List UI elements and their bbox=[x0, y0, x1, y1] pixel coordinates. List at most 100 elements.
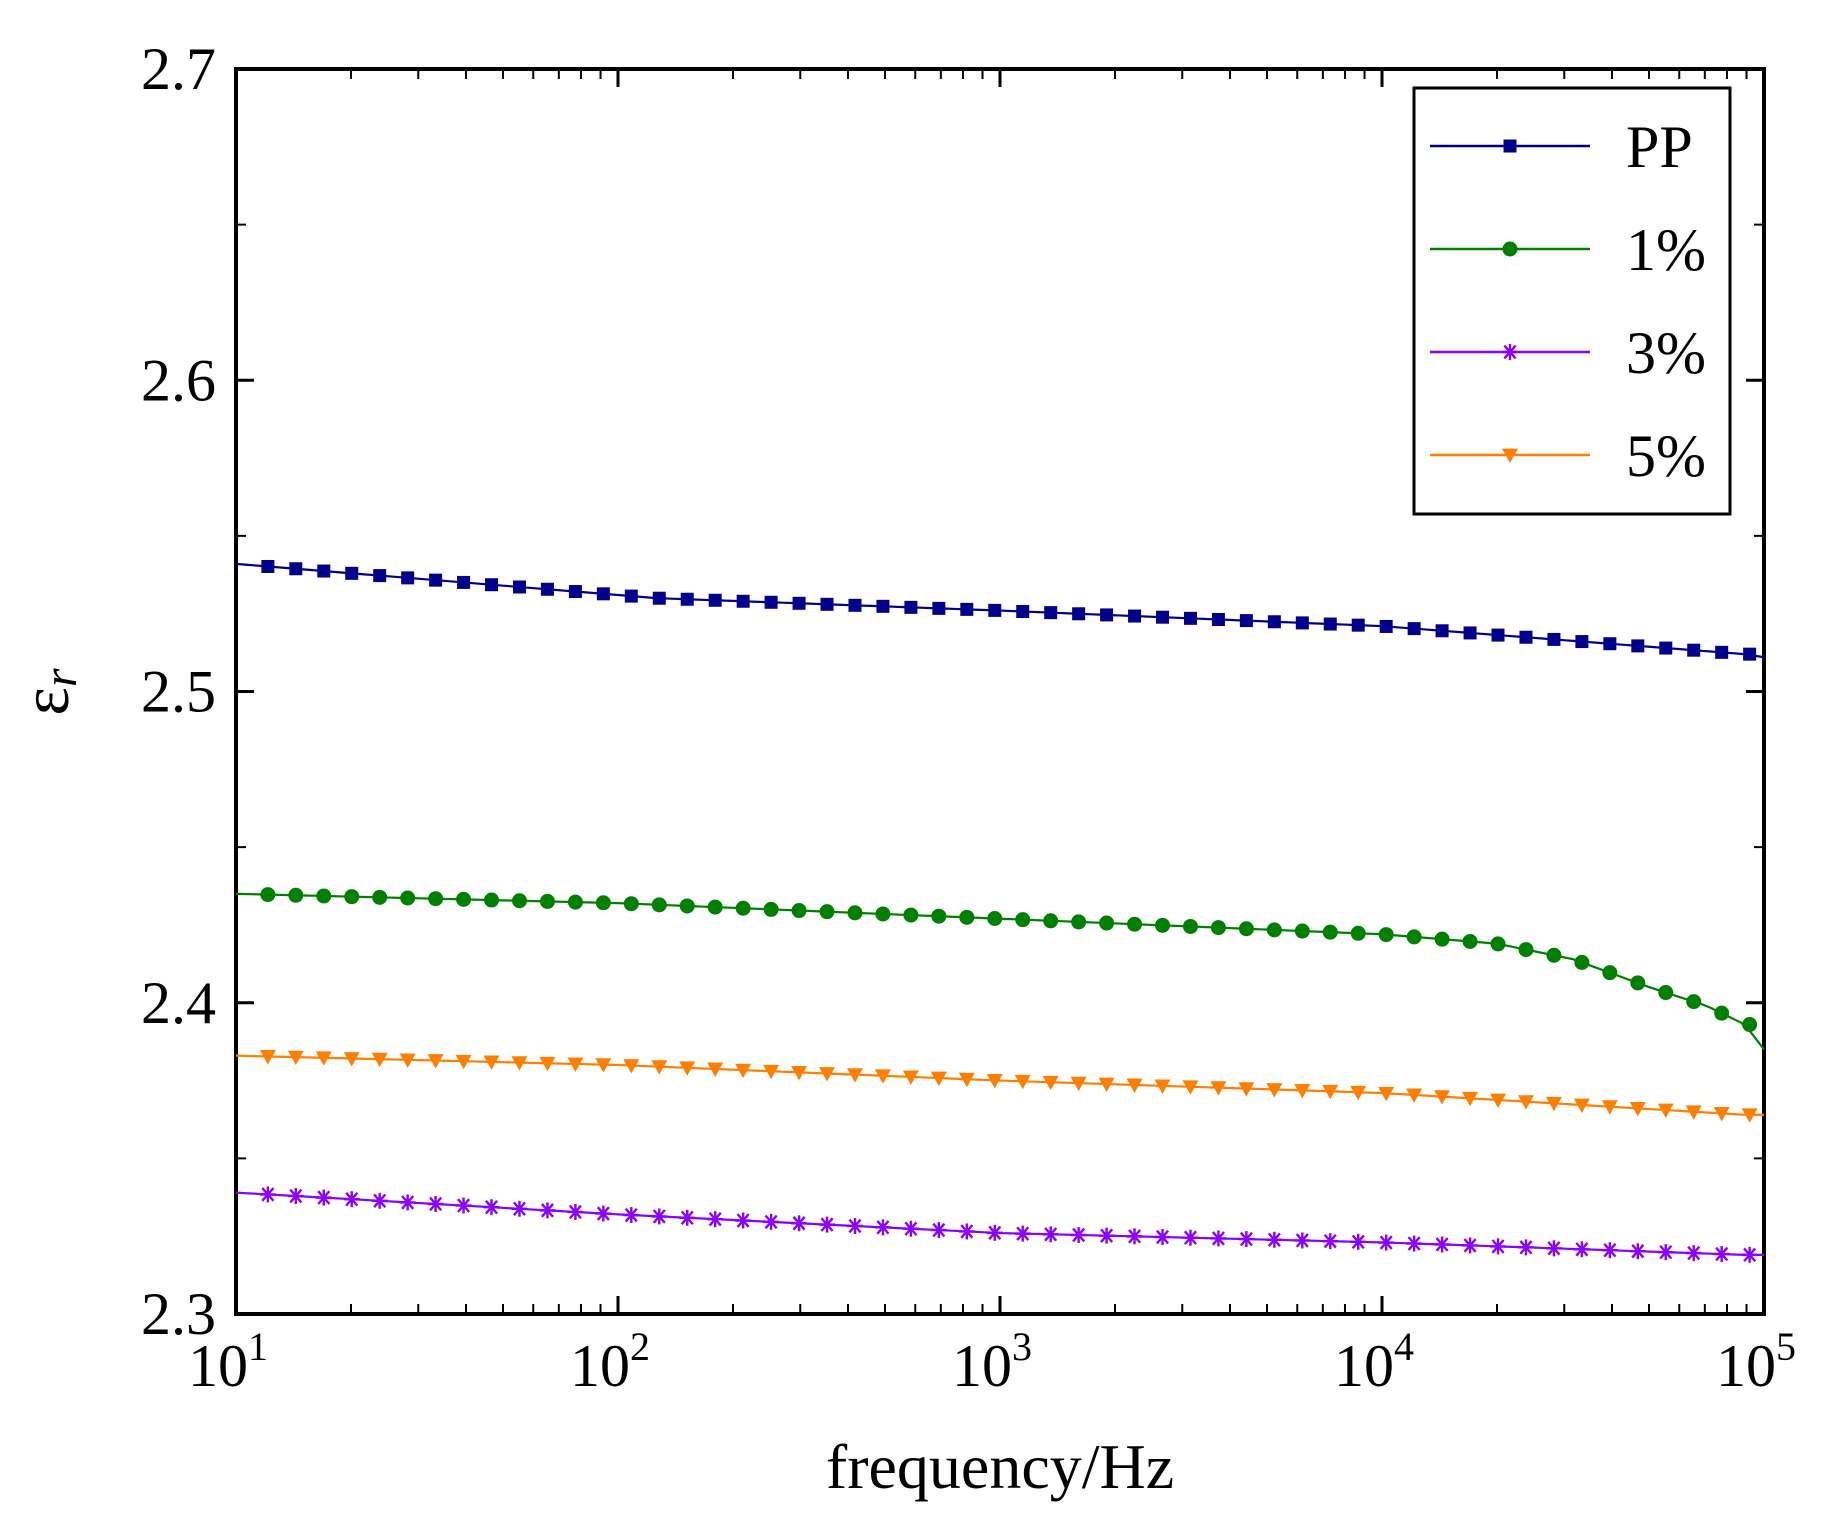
data-point-1pct bbox=[651, 897, 667, 913]
data-point-3pct bbox=[623, 1207, 640, 1224]
data-point-1pct bbox=[1238, 921, 1254, 937]
data-point-3pct bbox=[679, 1209, 696, 1226]
data-point-3pct bbox=[763, 1213, 780, 1230]
data-point-3pct bbox=[1294, 1232, 1311, 1249]
data-point-3pct bbox=[1741, 1246, 1758, 1263]
data-point-3pct bbox=[539, 1202, 556, 1219]
data-point-1pct bbox=[1742, 1017, 1758, 1033]
x-tick-label: 103 bbox=[952, 1324, 1032, 1399]
data-point-pp bbox=[1519, 630, 1533, 644]
data-point-pp bbox=[596, 587, 610, 601]
data-point-5pct bbox=[902, 1070, 919, 1085]
data-point-3pct bbox=[1434, 1236, 1451, 1253]
data-point-5pct bbox=[707, 1062, 724, 1077]
data-point-3pct bbox=[399, 1194, 416, 1211]
y-tick-label: 2.5 bbox=[141, 659, 216, 725]
data-point-5pct bbox=[930, 1071, 947, 1087]
data-point-3pct bbox=[1042, 1226, 1059, 1243]
data-point-5pct bbox=[1490, 1093, 1507, 1108]
data-point-pp bbox=[1659, 641, 1673, 655]
data-point-1pct bbox=[1043, 913, 1059, 929]
data-point-pp bbox=[1183, 611, 1197, 625]
data-point-pp bbox=[1575, 635, 1589, 649]
data-point-5pct bbox=[1070, 1076, 1087, 1092]
data-point-3pct bbox=[1126, 1228, 1143, 1245]
data-point-1pct bbox=[567, 894, 583, 910]
data-point-3pct bbox=[846, 1217, 863, 1234]
legend-entries: PP 1% 3% 5% bbox=[1430, 114, 1706, 489]
legend-label: 1% bbox=[1626, 217, 1706, 283]
data-point-3pct bbox=[511, 1200, 528, 1217]
data-point-pp bbox=[876, 599, 890, 613]
data-point-1pct bbox=[819, 904, 835, 920]
data-point-1pct bbox=[288, 887, 304, 903]
data-point-pp bbox=[624, 589, 638, 603]
data-point-3pct bbox=[1406, 1235, 1423, 1252]
data-point-3pct bbox=[819, 1216, 836, 1233]
data-point-1pct bbox=[735, 900, 751, 916]
data-point-5pct bbox=[1573, 1098, 1590, 1114]
legend: PP 1% 3% 5% bbox=[1412, 86, 1732, 516]
series-markers-pp bbox=[261, 559, 1757, 661]
data-point-1pct bbox=[707, 899, 723, 915]
data-point-1pct bbox=[511, 893, 527, 909]
data-point-5pct bbox=[315, 1051, 332, 1066]
data-point-pp bbox=[764, 595, 778, 609]
data-point-1pct bbox=[595, 895, 611, 911]
legend-entry-5pct: 5% bbox=[1430, 423, 1706, 489]
data-point-5pct bbox=[399, 1053, 416, 1068]
data-point-pp bbox=[1239, 614, 1253, 628]
data-point-1pct bbox=[1210, 920, 1226, 936]
data-point-3pct bbox=[343, 1191, 360, 1208]
data-point-1pct bbox=[1434, 931, 1450, 947]
data-point-1pct bbox=[1630, 975, 1646, 991]
data-point-1pct bbox=[1099, 915, 1115, 931]
data-point-1pct bbox=[1378, 927, 1394, 943]
data-point-3pct bbox=[1685, 1245, 1702, 1262]
series-markers-1pct bbox=[260, 887, 1758, 1033]
data-point-5pct bbox=[651, 1060, 668, 1075]
data-point-1pct bbox=[484, 892, 500, 908]
data-point-3pct bbox=[1657, 1244, 1674, 1261]
data-point-5pct bbox=[819, 1067, 836, 1082]
data-point-5pct bbox=[1322, 1084, 1339, 1100]
data-point-3pct bbox=[483, 1199, 500, 1216]
data-point-5pct bbox=[1238, 1082, 1255, 1097]
data-point-1pct bbox=[428, 891, 444, 907]
data-point-5pct bbox=[1098, 1077, 1115, 1093]
data-point-5pct bbox=[1545, 1096, 1562, 1112]
data-point-3pct bbox=[1322, 1233, 1339, 1250]
data-point-5pct bbox=[1657, 1103, 1674, 1119]
legend-entry-1pct: 1% bbox=[1430, 217, 1706, 283]
x-axis-title: frequency/Hz bbox=[826, 1431, 1174, 1502]
data-point-3pct bbox=[1098, 1227, 1115, 1244]
data-point-1pct bbox=[1071, 914, 1087, 930]
data-point-3pct bbox=[1713, 1246, 1730, 1263]
data-point-pp bbox=[1603, 637, 1617, 651]
data-point-1pct bbox=[903, 907, 919, 923]
data-point-1pct bbox=[260, 887, 276, 903]
data-point-1pct bbox=[623, 896, 639, 912]
data-point-1pct bbox=[1462, 933, 1478, 949]
data-point-1pct bbox=[316, 888, 332, 904]
data-point-5pct bbox=[1014, 1074, 1031, 1090]
data-point-pp bbox=[1100, 608, 1114, 622]
data-point-5pct bbox=[1182, 1080, 1199, 1095]
data-point-5pct bbox=[1126, 1078, 1143, 1093]
data-point-5pct bbox=[1350, 1085, 1367, 1101]
data-point-3pct bbox=[1545, 1240, 1562, 1257]
data-point-5pct bbox=[455, 1054, 472, 1070]
data-point-3pct bbox=[259, 1186, 276, 1203]
y-axis-title-subscript: r bbox=[34, 668, 87, 687]
data-point-pp bbox=[345, 566, 359, 580]
data-point-3pct bbox=[1350, 1233, 1367, 1250]
data-point-5pct bbox=[791, 1065, 808, 1081]
data-point-1pct bbox=[1602, 965, 1618, 981]
data-point-5pct bbox=[1266, 1083, 1283, 1098]
data-point-5pct bbox=[1378, 1086, 1395, 1102]
data-point-5pct bbox=[1294, 1084, 1311, 1099]
y-tick-label: 2.6 bbox=[141, 347, 216, 413]
data-point-3pct bbox=[1266, 1231, 1283, 1248]
data-point-pp bbox=[904, 600, 918, 614]
